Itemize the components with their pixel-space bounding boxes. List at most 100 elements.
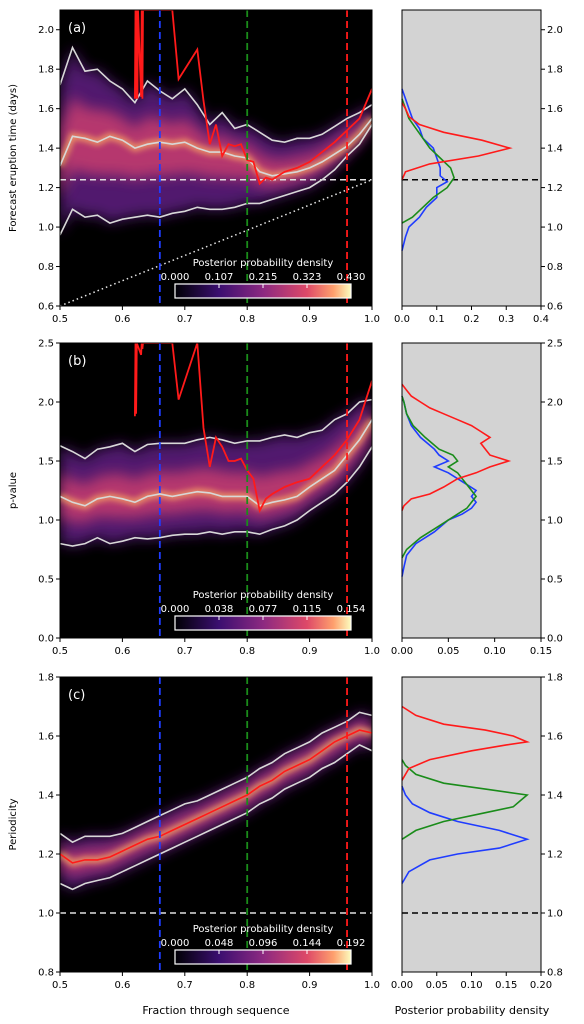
side-y-tick-label: 1.0	[547, 516, 563, 527]
y-tick-label: 0.5	[38, 575, 54, 586]
colorbar-title: Posterior probability density	[193, 924, 334, 935]
x-tick-label: 0.8	[239, 980, 255, 991]
colorbar-tick-label: 0.000	[161, 938, 190, 949]
x-tick-label: 0.8	[239, 314, 255, 325]
x-tick-label: 0.9	[302, 646, 318, 657]
plot-frame	[59, 342, 373, 639]
band-median-line	[60, 729, 372, 864]
x-tick-label: 0.6	[114, 980, 130, 991]
colorbar-tick-label: 0.048	[205, 938, 234, 949]
side-y-tick-label: 1.5	[547, 457, 563, 468]
x-tick-label: 0.6	[114, 646, 130, 657]
y-tick-label: 0.8	[38, 262, 54, 273]
side-y-tick-label: 0.8	[547, 262, 563, 273]
side-density-green	[401, 395, 478, 559]
side-x-tick-label: 0.4	[533, 314, 549, 325]
y-tick-label: 2.5	[38, 339, 54, 350]
y-axis-label: Periodicity	[8, 798, 19, 850]
side-x-tick-label: 0.2	[464, 314, 480, 325]
side-density-green	[401, 98, 455, 224]
side-y-tick-label: 1.0	[547, 223, 563, 234]
colorbar-title: Posterior probability density	[193, 258, 334, 269]
x-tick-label: 0.5	[52, 980, 68, 991]
y-tick-label: 0.0	[38, 634, 54, 645]
side-y-tick-label: 2.0	[547, 398, 563, 409]
y-tick-label: 1.2	[38, 850, 54, 861]
y-tick-label: 1.0	[38, 516, 54, 527]
band-upper-line	[60, 711, 372, 844]
side-x-tick-label: 0.15	[530, 646, 552, 657]
colorbar-tick-label: 0.430	[337, 272, 366, 283]
x-tick-label: 0.5	[52, 646, 68, 657]
side-density-red	[401, 102, 513, 181]
side-y-tick-label: 1.4	[547, 144, 563, 155]
density-core	[60, 722, 372, 875]
side-panel: 0.6 0.8 1.0 1.2 1.4 1.6 1.8 2.0 0.0 0.1 0.2 0.3 0.4	[394, 9, 563, 325]
y-tick-label: 0.8	[38, 968, 54, 979]
band-lower-line	[60, 743, 372, 891]
side-x-axis-label: Posterior probability density	[395, 1004, 550, 1017]
side-y-tick-label: 0.6	[547, 302, 563, 313]
colorbar-tick-label: 0.000	[161, 272, 190, 283]
x-tick-label: 0.8	[239, 646, 255, 657]
panel-label: (b)	[68, 354, 86, 369]
y-tick-label: 2.0	[38, 25, 54, 36]
colorbar-tick-label: 0.215	[249, 272, 278, 283]
x-tick-label: 0.5	[52, 314, 68, 325]
red-forecast-line	[134, 343, 372, 514]
y-axis-label: Forecast eruption time (days)	[8, 84, 19, 232]
y-tick-label: 1.4	[38, 144, 54, 155]
side-x-tick-label: 0.15	[495, 980, 517, 991]
band-lower-line	[60, 446, 372, 547]
side-y-tick-label: 2.5	[547, 339, 563, 350]
side-y-tick-label: 2.0	[547, 25, 563, 36]
y-tick-label: 1.6	[38, 732, 54, 743]
side-x-tick-label: 0.00	[391, 646, 413, 657]
x-tick-label: 1.0	[364, 314, 380, 325]
colorbar-tick-label: 0.107	[205, 272, 234, 283]
side-density-blue	[401, 785, 530, 884]
y-tick-label: 1.8	[38, 65, 54, 76]
side-x-tick-label: 0.0	[394, 314, 410, 325]
side-y-tick-label: 1.8	[547, 65, 563, 76]
y-tick-label: 1.0	[38, 223, 54, 234]
side-y-tick-label: 1.4	[547, 791, 563, 802]
colorbar-tick-label: 0.096	[249, 938, 278, 949]
x-tick-label: 1.0	[364, 980, 380, 991]
colorbar-tick-label: 0.077	[249, 604, 278, 615]
colorbar-tick-label: 0.115	[293, 604, 322, 615]
side-y-tick-label: 0.0	[547, 634, 563, 645]
side-x-tick-label: 0.05	[437, 646, 459, 657]
side-frame	[401, 342, 542, 639]
plot-frame	[59, 676, 373, 973]
band-upper-line	[60, 45, 372, 144]
colorbar-tick-label: 0.323	[293, 272, 322, 283]
side-x-tick-label: 0.3	[498, 314, 514, 325]
side-y-tick-label: 1.6	[547, 732, 563, 743]
side-x-tick-label: 0.10	[460, 980, 482, 991]
band-median-line	[60, 118, 372, 177]
colorbar-tick-label: 0.000	[161, 604, 190, 615]
x-tick-label: 0.9	[302, 980, 318, 991]
side-y-tick-label: 1.0	[547, 909, 563, 920]
colorbar-tick-label: 0.144	[293, 938, 322, 949]
side-y-tick-label: 1.2	[547, 183, 563, 194]
side-background	[402, 10, 541, 306]
colorbar-title: Posterior probability density	[193, 590, 334, 601]
side-panel: 0.8 1.0 1.2 1.4 1.6 1.8 0.00 0.05 0.10 0.15 0.20	[391, 673, 563, 992]
x-tick-label: 0.7	[177, 646, 193, 657]
y-tick-label: 0.6	[38, 302, 54, 313]
side-density-green	[401, 759, 529, 840]
band-lower-line	[60, 124, 372, 236]
side-panel: 0.0 0.5 1.0 1.5 2.0 2.5 0.00 0.05 0.10 0.15	[391, 339, 563, 658]
side-y-tick-label: 1.6	[547, 104, 563, 115]
x-tick-label: 0.7	[177, 314, 193, 325]
y-tick-label: 1.6	[38, 104, 54, 115]
side-y-tick-label: 1.2	[547, 850, 563, 861]
side-x-tick-label: 0.05	[426, 980, 448, 991]
panel-label: (c)	[68, 688, 85, 703]
y-tick-label: 1.5	[38, 457, 54, 468]
heatmap-content	[60, 10, 372, 306]
